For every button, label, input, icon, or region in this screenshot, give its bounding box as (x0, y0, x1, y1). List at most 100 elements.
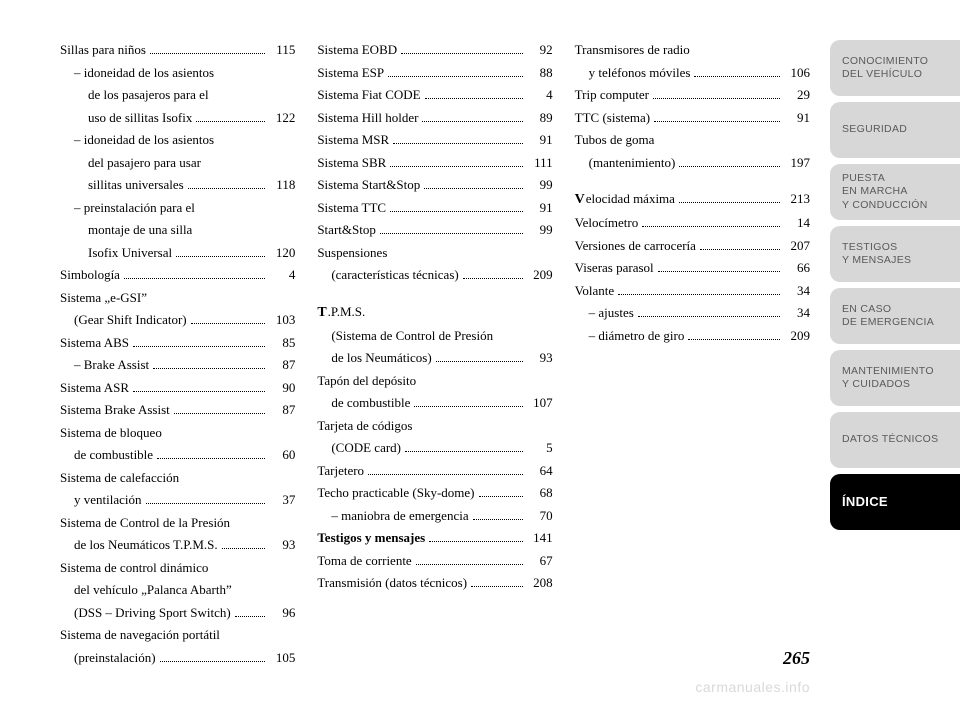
dot-leader (401, 44, 523, 54)
index-page: 67 (527, 551, 553, 571)
sidebar-tab-label: DEL VEHÍCULO (842, 68, 960, 81)
index-entry: – preinstalación para elmontaje de una s… (60, 198, 295, 263)
index-entry: – ajustes34 (575, 303, 810, 323)
index-line: Sistema ESP 88 (317, 63, 552, 83)
dot-leader (393, 134, 522, 144)
index-label: TTC (sistema) (575, 108, 650, 128)
index-page: 4 (527, 85, 553, 105)
index-lead-letter: T (317, 302, 326, 323)
sidebar-tab-label: DATOS TÉCNICOS (842, 433, 960, 446)
index-label: elocidad máxima (586, 189, 675, 209)
sidebar-tab-label: PUESTA (842, 172, 960, 185)
index-label: Sistema SBR (317, 153, 386, 173)
dot-leader (700, 239, 780, 249)
index-page: 213 (784, 189, 810, 209)
dot-leader (471, 577, 523, 587)
dot-leader (153, 359, 265, 369)
index-label: Techo practicable (Sky-dome) (317, 483, 474, 503)
index-line: Sistema de control dinámico (60, 558, 295, 578)
sidebar-tab[interactable]: PUESTAEN MARCHAY CONDUCCIÓN (830, 164, 960, 220)
index-label: Sistema ESP (317, 63, 384, 83)
index-label: de los Neumáticos T.P.M.S. (74, 535, 218, 555)
index-line: (preinstalación)105 (60, 648, 295, 668)
index-label: Isofix Universal (88, 243, 172, 263)
index-page: 29 (784, 85, 810, 105)
index-label: Velocímetro (575, 213, 639, 233)
index-entry: Suspensiones(características técnicas)20… (317, 243, 552, 285)
dot-leader (416, 554, 523, 564)
sidebar-tab[interactable]: TESTIGOSY MENSAJES (830, 226, 960, 282)
sidebar-tab[interactable]: SEGURIDAD (830, 102, 960, 158)
index-label: (Sistema de Control de Presión (331, 326, 493, 346)
index-label: – maniobra de emergencia (331, 506, 468, 526)
index-entry: TTC (sistema)91 (575, 108, 810, 128)
index-line: Sistema de calefacción (60, 468, 295, 488)
index-line: Sistema MSR91 (317, 130, 552, 150)
index-line: Start&Stop99 (317, 220, 552, 240)
index-line: (CODE card)5 (317, 438, 552, 458)
index-label: de los pasajeros para el (88, 85, 209, 105)
sidebar-tab-active[interactable]: ÍNDICE (830, 474, 960, 530)
index-label: (DSS – Driving Sport Switch) (74, 603, 231, 623)
sidebar-tab[interactable]: MANTENIMIENTOY CUIDADOS (830, 350, 960, 406)
index-line: Tubos de goma (575, 130, 810, 150)
index-line: – maniobra de emergencia 70 (317, 506, 552, 526)
dot-leader (658, 262, 780, 272)
index-label: Sistema de bloqueo (60, 423, 162, 443)
index-entry: Sistema EOBD92 (317, 40, 552, 60)
index-lead-letter: V (575, 189, 585, 210)
index-label: Sistema TTC (317, 198, 386, 218)
sidebar-tab-label: TESTIGOS (842, 241, 960, 254)
sidebar-tab-label: ÍNDICE (842, 494, 960, 510)
dot-leader (150, 44, 265, 54)
index-line: Trip computer29 (575, 85, 810, 105)
index-label: y teléfonos móviles (589, 63, 691, 83)
index-line: Tarjeta de códigos (317, 416, 552, 436)
index-page: 115 (269, 40, 295, 60)
index-entry: Sistema de control dinámicodel vehículo … (60, 558, 295, 623)
index-page: 88 (527, 63, 553, 83)
index-entry: Toma de corriente67 (317, 551, 552, 571)
index-label: Sistema de control dinámico (60, 558, 208, 578)
dot-leader (405, 442, 523, 452)
index-entry: Sistema „e-GSI”(Gear Shift Indicator)103 (60, 288, 295, 330)
watermark: carmanuales.info (695, 679, 810, 695)
sidebar-tab[interactable]: EN CASODE EMERGENCIA (830, 288, 960, 344)
index-label: – ajustes (589, 303, 634, 323)
dot-leader (424, 179, 522, 189)
page-number: 265 (783, 648, 810, 669)
index-line: (características técnicas)209 (317, 265, 552, 285)
index-entry: – Brake Assist87 (60, 355, 295, 375)
dot-leader (390, 156, 522, 166)
index-column: Transmisores de radioy teléfonos móviles… (575, 40, 810, 699)
index-label: Volante (575, 281, 614, 301)
dot-leader (436, 352, 523, 362)
index-line: Sistema TTC91 (317, 198, 552, 218)
index-page: 111 (527, 153, 553, 173)
dot-leader (188, 179, 266, 189)
index-page: 103 (269, 310, 295, 330)
page: Sillas para niños115– idoneidad de los a… (0, 0, 960, 709)
sidebar-tab[interactable]: CONOCIMIENTODEL VEHÍCULO (830, 40, 960, 96)
index-label: Sistema MSR (317, 130, 389, 150)
dot-leader (479, 487, 523, 497)
index-line: Simbología4 (60, 265, 295, 285)
index-label: (Gear Shift Indicator) (74, 310, 187, 330)
index-page: 93 (269, 535, 295, 555)
index-label: – diámetro de giro (589, 326, 685, 346)
index-page: 209 (527, 265, 553, 285)
index-line: Toma de corriente67 (317, 551, 552, 571)
index-line: del pasajero para usar (60, 153, 295, 173)
index-page: 70 (527, 506, 553, 526)
index-line: de los pasajeros para el (60, 85, 295, 105)
index-page: 209 (784, 326, 810, 346)
dot-leader (679, 193, 780, 203)
index-label: Tubos de goma (575, 130, 655, 150)
index-line: Sistema de Control de la Presión (60, 513, 295, 533)
index-line: Sistema Hill holder89 (317, 108, 552, 128)
sidebar-tab[interactable]: DATOS TÉCNICOS (830, 412, 960, 468)
index-line: de combustible107 (317, 393, 552, 413)
index-label: Sistema ASR (60, 378, 129, 398)
index-label: montaje de una silla (88, 220, 192, 240)
index-entry: Sistema ASR90 (60, 378, 295, 398)
